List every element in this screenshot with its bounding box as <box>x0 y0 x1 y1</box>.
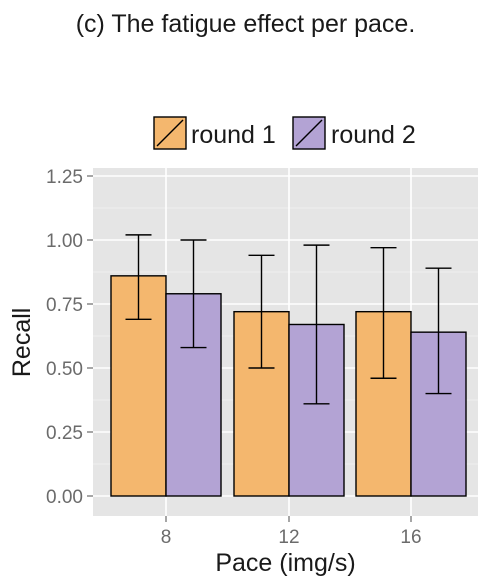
y-axis-title: Recall <box>8 308 36 377</box>
legend-label: round 1 <box>191 121 276 149</box>
y-tick-label: 1.25 <box>46 167 83 188</box>
x-tick-label: 16 <box>400 527 421 548</box>
x-axis-title: Pace (img/s) <box>215 549 355 577</box>
y-tick-label: 1.00 <box>46 231 83 252</box>
legend-label: round 2 <box>331 121 416 149</box>
y-tick-label: 0.00 <box>46 487 83 508</box>
x-axis: 8 12 16 <box>161 516 422 548</box>
x-tick-label: 12 <box>278 527 299 548</box>
y-axis: 0.00 0.25 0.50 0.75 1.00 1.25 <box>46 167 93 508</box>
y-tick-label: 0.25 <box>46 423 83 444</box>
y-tick-label: 0.75 <box>46 295 83 316</box>
legend: round 1 round 2 <box>154 117 416 149</box>
y-tick-label: 0.50 <box>46 359 83 380</box>
x-tick-label: 8 <box>161 527 172 548</box>
